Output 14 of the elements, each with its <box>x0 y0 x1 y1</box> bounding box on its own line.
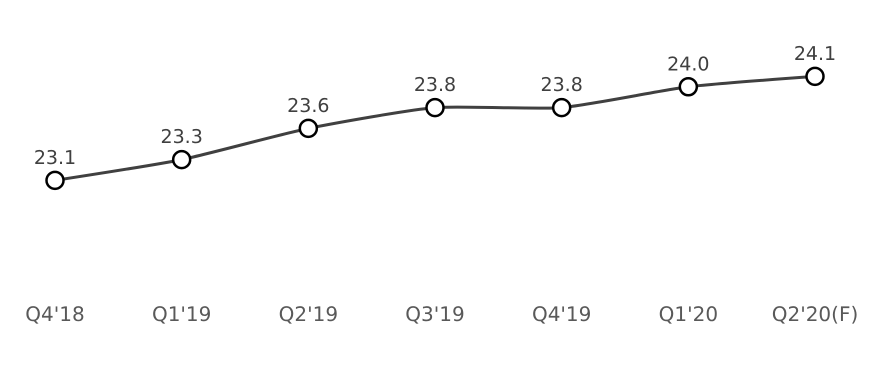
x-tick-label: Q4'18 <box>25 302 85 326</box>
x-tick-label: Q4'19 <box>532 302 592 326</box>
x-tick-label: Q1'20 <box>658 302 718 326</box>
data-label: 24.0 <box>667 53 710 76</box>
data-label: 23.8 <box>540 74 583 96</box>
data-label: 23.1 <box>34 147 76 170</box>
x-tick-label: Q2'19 <box>278 302 338 326</box>
x-tick-label: Q2'20(F) <box>772 302 858 326</box>
data-label: 23.6 <box>287 95 330 118</box>
x-tick-label: Q3'19 <box>405 302 465 326</box>
data-label: 23.3 <box>160 126 203 148</box>
x-tick-label: Q1'19 <box>152 302 212 326</box>
data-label: 24.1 <box>794 43 836 66</box>
data-label: 23.8 <box>414 74 456 96</box>
